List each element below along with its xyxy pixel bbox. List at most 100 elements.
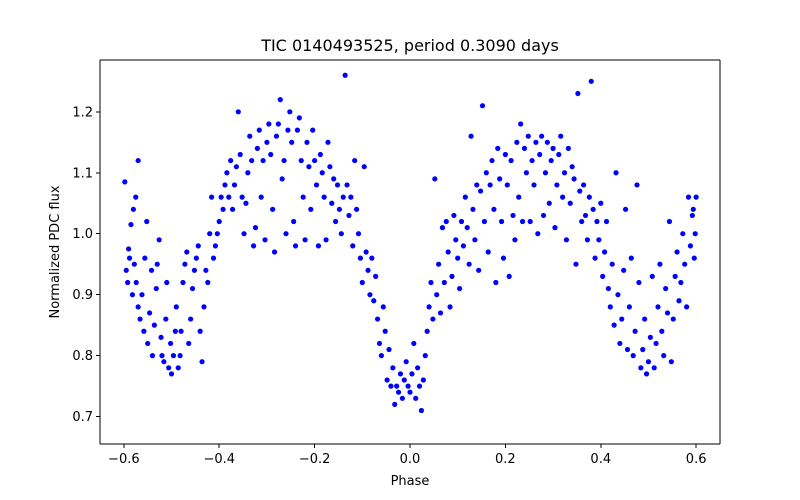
data-point [556, 151, 562, 158]
data-point [481, 218, 487, 225]
data-point [594, 218, 600, 225]
data-point [689, 212, 695, 219]
data-point [621, 267, 627, 273]
data-point [571, 176, 577, 182]
data-point [470, 206, 476, 212]
data-point [310, 127, 316, 133]
data-point [590, 206, 596, 212]
data-point [359, 279, 365, 286]
x-tick-label: 0.0 [400, 452, 421, 467]
data-point [158, 334, 164, 340]
data-point [312, 157, 318, 164]
data-point [237, 151, 243, 158]
data-point [258, 194, 264, 200]
data-point [600, 273, 606, 279]
data-point [500, 255, 507, 261]
data-point [569, 164, 575, 170]
data-point [518, 121, 524, 127]
data-point [634, 182, 640, 188]
data-point [409, 371, 415, 377]
data-point [498, 218, 505, 225]
data-point [133, 279, 139, 286]
data-point [123, 267, 129, 273]
data-point [167, 340, 174, 347]
data-point [154, 261, 160, 267]
data-point [451, 212, 457, 219]
data-point [455, 255, 461, 261]
data-point [380, 304, 386, 310]
data-point [418, 407, 425, 414]
data-point [384, 377, 390, 383]
data-point [445, 249, 451, 255]
data-point [491, 206, 497, 212]
data-point [588, 78, 594, 84]
x-tick-label: 0.4 [590, 452, 611, 467]
chart-title: TIC 0140493525, period 0.3090 days [260, 36, 559, 55]
data-point [687, 243, 694, 249]
data-point [487, 182, 493, 188]
data-point [285, 127, 291, 133]
data-point [207, 231, 213, 237]
data-point [363, 249, 369, 255]
data-point [516, 194, 522, 200]
data-point [581, 182, 587, 188]
data-point [149, 353, 156, 359]
data-point [577, 188, 583, 194]
data-point [563, 237, 570, 243]
data-point [525, 133, 531, 139]
data-point [148, 267, 155, 273]
data-point [131, 261, 137, 267]
data-point [666, 218, 673, 225]
data-point [338, 231, 344, 237]
data-point [289, 139, 295, 145]
data-point [156, 237, 162, 243]
data-point [630, 353, 636, 359]
data-point [159, 353, 165, 359]
data-point [546, 200, 552, 206]
y-axis-label: Normalized PDC flux [48, 185, 63, 318]
data-point [613, 170, 619, 176]
data-point [182, 261, 188, 267]
data-point [336, 206, 343, 212]
data-point [313, 182, 320, 188]
data-point [241, 231, 247, 237]
data-point [355, 231, 362, 237]
data-point [226, 194, 232, 200]
x-tick-label: −0.2 [299, 452, 331, 467]
data-point [565, 145, 571, 151]
data-point [210, 255, 217, 261]
data-point [371, 298, 377, 304]
data-point [357, 255, 363, 261]
data-point [188, 316, 194, 322]
data-point [378, 353, 384, 359]
data-point [327, 164, 333, 170]
data-point [632, 328, 638, 334]
data-point [539, 133, 545, 139]
data-point [611, 322, 617, 328]
data-point [175, 365, 181, 371]
data-point [323, 237, 329, 243]
data-point [300, 194, 306, 200]
data-point [558, 133, 564, 139]
data-point [407, 389, 413, 395]
data-point [420, 377, 426, 383]
y-tick-label: 1.0 [72, 227, 93, 242]
data-point [321, 194, 327, 200]
data-point [615, 292, 621, 298]
data-point [596, 237, 602, 243]
y-ticks: 0.7 0.8 0.9 1.0 1.1 1.2 [72, 105, 100, 425]
data-point [212, 243, 219, 249]
data-point [617, 340, 623, 347]
data-point [592, 255, 598, 261]
data-point [369, 255, 375, 261]
data-point [376, 340, 383, 347]
data-point [243, 200, 249, 206]
data-point [287, 109, 293, 115]
data-point [228, 157, 234, 164]
data-point [164, 279, 170, 286]
x-axis-label: Phase [391, 474, 430, 489]
data-point [510, 212, 516, 219]
data-point [292, 243, 299, 249]
data-point [605, 285, 612, 292]
